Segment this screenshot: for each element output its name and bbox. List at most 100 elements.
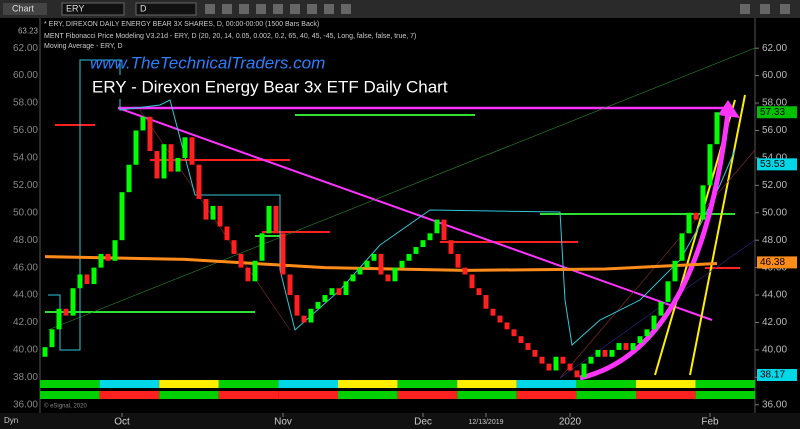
y-tick-label: 48.00 (762, 235, 787, 246)
candle-body (140, 116, 146, 131)
candle-body (343, 281, 349, 296)
candle-body (525, 343, 531, 350)
y-tick-label: 60.00 (13, 70, 38, 81)
indicator-bar (516, 391, 577, 399)
x-tick-label: 2020 (559, 417, 582, 428)
indicator-bar (397, 380, 458, 388)
candle-body (77, 274, 83, 289)
watermark: www.TheTechnicalTraders.com (90, 53, 325, 72)
drawing-line (47, 47, 756, 331)
candle-body (686, 212, 692, 234)
symbol-box[interactable] (61, 2, 125, 16)
price-marker-label: 57.33 (760, 107, 785, 118)
indicator-bar (636, 391, 696, 399)
indicator-bar (99, 380, 160, 388)
candle-body (231, 240, 237, 254)
candle-body (448, 240, 454, 254)
arrow-head (718, 100, 740, 118)
y-tick-label: 62.00 (13, 43, 38, 54)
candle-body (679, 233, 685, 261)
y-tick-label: 52.00 (13, 180, 38, 191)
candle-body (623, 343, 629, 350)
x-tick-label: Dec (414, 417, 432, 428)
candle-body (637, 336, 643, 344)
y-tick-label: 36.00 (762, 399, 787, 410)
price-marker-label: 38.17 (760, 370, 785, 381)
indicator-bar (636, 380, 696, 388)
info-line: * ERY, DIREXON DAILY ENERGY BEAR 3X SHAR… (44, 21, 319, 28)
y-tick-label: 58.00 (762, 98, 787, 109)
y-tick-label: 62.00 (762, 43, 787, 54)
candle-body (168, 144, 174, 172)
tab[interactable] (3, 3, 47, 15)
corner-label: Dyn (4, 416, 18, 425)
candle-body (392, 267, 398, 282)
y-tick-label: 42.00 (13, 317, 38, 328)
info-line: Moving Average - ERY, D (44, 43, 123, 50)
indicator-bar (278, 380, 338, 388)
candle-body (469, 274, 475, 289)
indicator-bar (397, 391, 458, 399)
y-tick-label: 50.00 (762, 207, 787, 218)
arrow-curve (579, 111, 731, 381)
y-tick-label: 54.00 (762, 153, 787, 164)
candle-body (84, 274, 90, 285)
candle-body (189, 137, 195, 165)
candle-body (336, 288, 342, 296)
candle-body (420, 240, 426, 248)
indicator-bar (695, 380, 756, 388)
y-tick-label: 44.00 (13, 290, 38, 301)
y-tick-label: 42.00 (762, 317, 787, 328)
candle-body (238, 253, 244, 268)
title-bg (86, 75, 466, 99)
y-tick-label: 38.00 (13, 372, 38, 383)
candle-body (651, 315, 657, 330)
toolbar (0, 0, 800, 18)
drawing-line (559, 239, 756, 379)
toolbar-icons (205, 4, 790, 14)
candle-body (371, 253, 377, 261)
indicator-bar (338, 391, 398, 399)
indicator-bar (278, 391, 338, 399)
candle-body (105, 253, 111, 261)
candle-body (658, 301, 664, 316)
chart-title: ERY - Direxon Energy Bear 3x ETF Daily C… (92, 77, 448, 96)
candle-body (161, 144, 167, 179)
price-marker-label: 46.38 (760, 257, 785, 268)
y-tick-label: 46.00 (13, 262, 38, 273)
y-tick-label: 60.00 (762, 70, 787, 81)
y-tick-label: 52.00 (762, 180, 787, 191)
indicator-bar (40, 380, 100, 388)
candle-body (553, 356, 559, 371)
y-tick-label: 50.00 (13, 207, 38, 218)
candle-body (616, 343, 622, 350)
candle-body (560, 356, 566, 364)
x-tick-label: Feb (701, 417, 719, 428)
candle-body (581, 363, 587, 378)
candle-body (672, 260, 678, 282)
indicator-bar (218, 391, 279, 399)
indicator-bar (457, 391, 517, 399)
candle-body (147, 116, 153, 152)
candle-body (399, 260, 405, 268)
x-axis-strip (0, 413, 800, 429)
candle-body (329, 288, 335, 296)
interval-box[interactable] (135, 2, 197, 16)
y-tick-label: 44.00 (762, 290, 787, 301)
candle-body (504, 322, 510, 330)
candle-body (714, 112, 720, 145)
candle-body (322, 295, 328, 302)
indicator-bar (457, 380, 517, 388)
candle-body (406, 253, 412, 261)
candle-body (175, 157, 181, 172)
candle-body (490, 308, 496, 316)
candle-body (273, 205, 279, 234)
fib-line (48, 59, 736, 351)
candle-body (126, 164, 132, 193)
copyright: © eSignal, 2020 (44, 403, 87, 410)
indicator-bar (338, 380, 398, 388)
top-value: 63.23 (18, 26, 39, 35)
price-marker (757, 158, 797, 171)
candle-body (567, 363, 573, 371)
